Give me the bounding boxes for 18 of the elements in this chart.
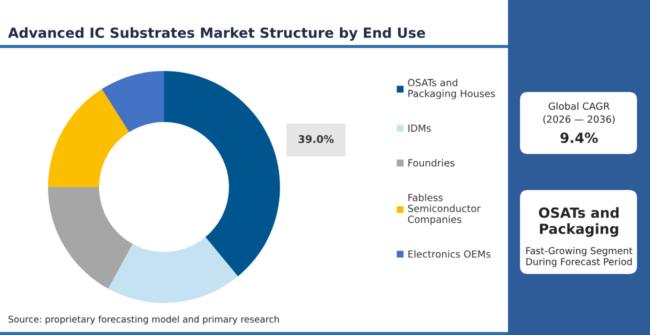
text: Fast-Growing Segment During Forecast Period	[526, 246, 632, 268]
data-label: 39.0%	[298, 135, 334, 144]
text: OSATs and Packaging	[538, 207, 619, 237]
legend-label: Fabless Semiconductor Companies	[408, 194, 481, 225]
legend-label: Foundries	[408, 159, 454, 167]
donut-slice	[48, 89, 130, 187]
legend-label: Electronics OEMs	[408, 250, 490, 258]
donut-slice	[164, 71, 280, 276]
donut-slice	[48, 187, 133, 289]
chart-title: Advanced IC Substrates Market Structure by End Use	[8, 27, 426, 41]
text: 9.4%	[560, 132, 598, 144]
text: Global CAGR	[548, 102, 610, 110]
donut-slice	[102, 71, 164, 132]
legend-label: OSATs and Packaging Houses	[408, 78, 495, 100]
donut-slice	[108, 237, 238, 303]
source-note: Source: proprietary forecasting model and primary research	[8, 316, 279, 324]
text: (2026 — 2036)	[543, 115, 615, 124]
legend-label: IDMs	[408, 124, 431, 132]
